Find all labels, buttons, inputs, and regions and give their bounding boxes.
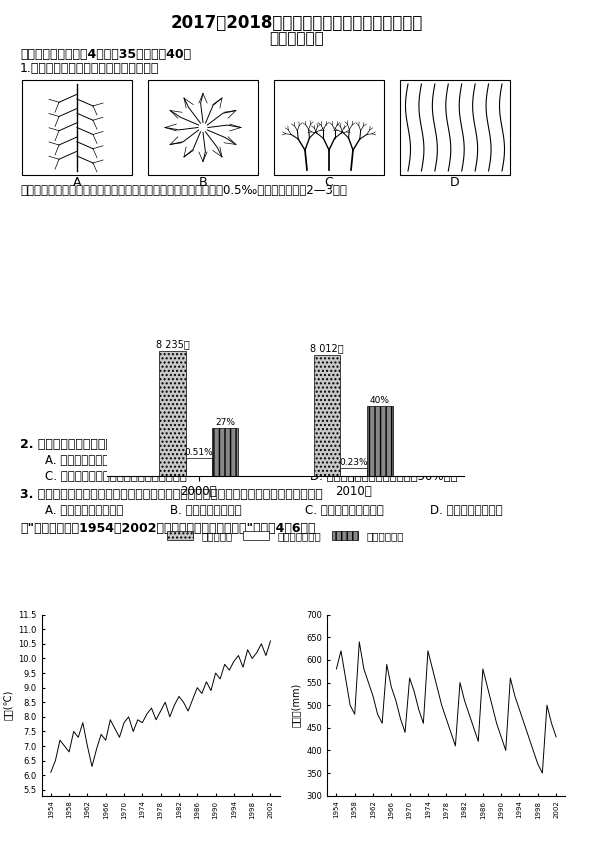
Text: C. 城市人口比重提高依靠农村人口自然增长: C. 城市人口比重提高依靠农村人口自然增长	[45, 470, 187, 482]
Text: 3. 该省十年来常住人口（指实际居住在当地半年以上的人口）数量减少，其主要原因是：: 3. 该省十年来常住人口（指实际居住在当地半年以上的人口）数量减少，其主要原因是…	[20, 488, 322, 500]
Text: 2. 关于该省人口状况的叙述，正确的是：: 2. 关于该省人口状况的叙述，正确的是：	[20, 438, 165, 450]
Bar	[212, 429, 238, 476]
Bar	[22, 80, 132, 175]
Text: 0.23%: 0.23%	[339, 458, 368, 467]
Y-axis label: 气温(℃): 气温(℃)	[3, 690, 13, 721]
Y-axis label: 降水量(mm): 降水量(mm)	[291, 683, 301, 727]
Text: A: A	[73, 175, 82, 189]
Bar	[400, 80, 510, 175]
Text: B. 目前出生率低、死亡率低: B. 目前出生率低、死亡率低	[310, 454, 403, 466]
Bar	[367, 406, 393, 476]
Text: 2017～2018学年第一学期高三第二次模拟考试: 2017～2018学年第一学期高三第二次模拟考试	[171, 14, 423, 32]
Text: 27%: 27%	[215, 418, 235, 427]
Text: A. 人口自然增长率下降: A. 人口自然增长率下降	[45, 504, 123, 516]
Text: 0.51%: 0.51%	[184, 448, 213, 457]
Text: 一、选择题：每小题4分，共35小题，入40分: 一、选择题：每小题4分，共35小题，入40分	[20, 49, 191, 61]
Text: C: C	[325, 175, 333, 189]
Text: C. 省级行政区范围缩小: C. 省级行政区范围缩小	[305, 504, 384, 516]
Text: 8 012万: 8 012万	[311, 343, 344, 353]
Text: D: D	[450, 175, 460, 189]
Text: 文科综合试题: 文科综合试题	[270, 31, 324, 46]
Text: 1.下列水系图中，反映流淤侵蒼平的是：: 1.下列水系图中，反映流淤侵蒼平的是：	[20, 62, 159, 76]
Legend: 常住人口数, 人口自然增长率, 城市人口比重: 常住人口数, 人口自然增长率, 城市人口比重	[163, 527, 408, 546]
Bar	[186, 458, 212, 476]
Bar	[314, 354, 340, 476]
Text: D. 城市人口数量十年来增长超过50%以上: D. 城市人口数量十年来增长超过50%以上	[310, 470, 458, 482]
Text: A. 人口密度十年来大幅减少: A. 人口密度十年来大幅减少	[45, 454, 137, 466]
Bar	[159, 351, 186, 476]
Text: D. 水利工程移民增多: D. 水利工程移民增多	[430, 504, 503, 516]
Text: 40%: 40%	[369, 396, 390, 405]
Text: 读"我国华北地区1954～2002年气温与降水量变化示意图"，回呶4～6题。: 读"我国华北地区1954～2002年气温与降水量变化示意图"，回呶4～6题。	[20, 521, 315, 535]
Text: 8 235万: 8 235万	[156, 339, 189, 349]
Text: 下图为我国百制某省人口数据统计图。近年全国人口自然增长率为0.5‰左右。据此回筂2—3题。: 下图为我国百制某省人口数据统计图。近年全国人口自然增长率为0.5‰左右。据此回筂…	[20, 184, 347, 198]
Text: B: B	[199, 175, 207, 189]
Bar	[340, 468, 367, 476]
Bar	[274, 80, 384, 175]
Text: B. 劳务输出数量猛增: B. 劳务输出数量猛增	[170, 504, 242, 516]
Bar	[148, 80, 258, 175]
